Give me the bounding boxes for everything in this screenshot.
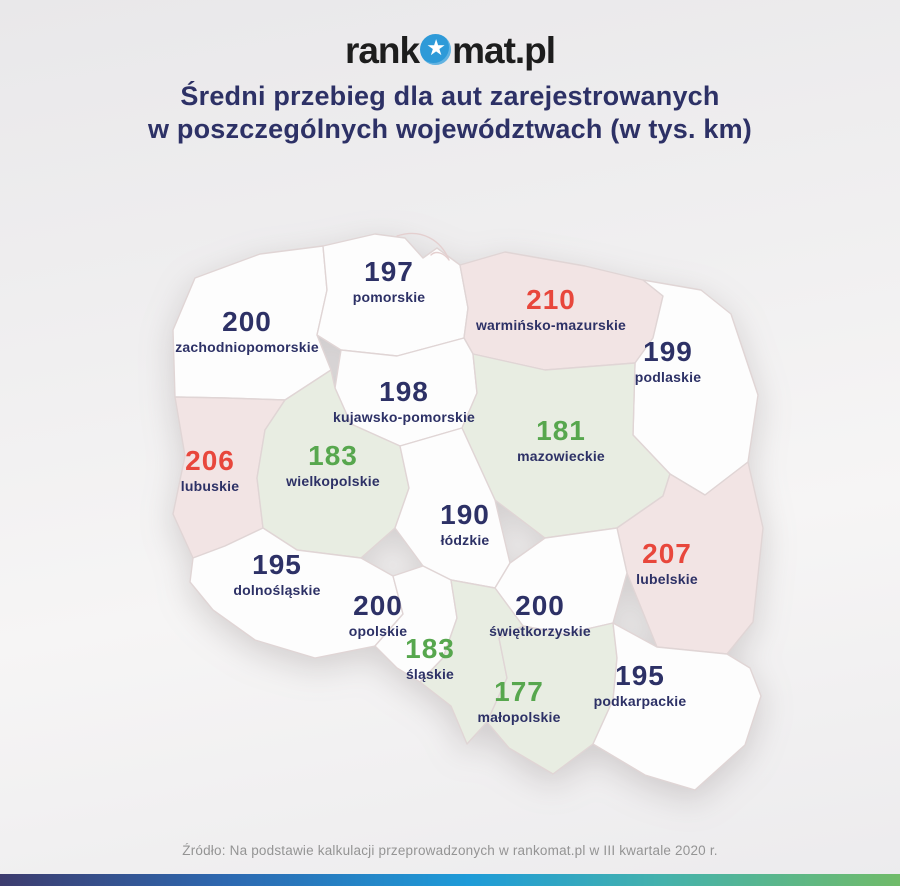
logo-text-left: rank: [344, 30, 420, 72]
star-glyph: ★: [426, 35, 446, 61]
region-shape-zachodniopomorskie: [172, 245, 332, 401]
map-svg: [172, 232, 764, 791]
rankomat-logo: rank ★ mat.pl: [0, 28, 900, 72]
region-shape-podkarpackie: [592, 622, 762, 791]
region-shape-malopolskie: [486, 622, 618, 775]
logo-text-right: mat.pl: [452, 30, 556, 72]
region-shape-slaskie: [419, 579, 524, 745]
page-title: Średni przebieg dla aut zarejestrowanych…: [0, 80, 900, 146]
region-shape-warminsko-mazurskie: [459, 251, 664, 371]
poland-voivodeship-map: 200 zachodniopomorskie 197 pomorskie 210…: [165, 230, 765, 795]
bottom-gradient-bar: [0, 874, 900, 886]
source-note: Źródło: Na podstawie kalkulacji przeprow…: [182, 843, 718, 858]
title-line-1: Średni przebieg dla aut zarejestrowanych: [180, 81, 720, 111]
hel-peninsula-coastline: [396, 232, 450, 261]
title-line-2: w poszczególnych województwach (w tys. k…: [148, 114, 752, 144]
logo-star-icon: ★: [420, 33, 452, 65]
